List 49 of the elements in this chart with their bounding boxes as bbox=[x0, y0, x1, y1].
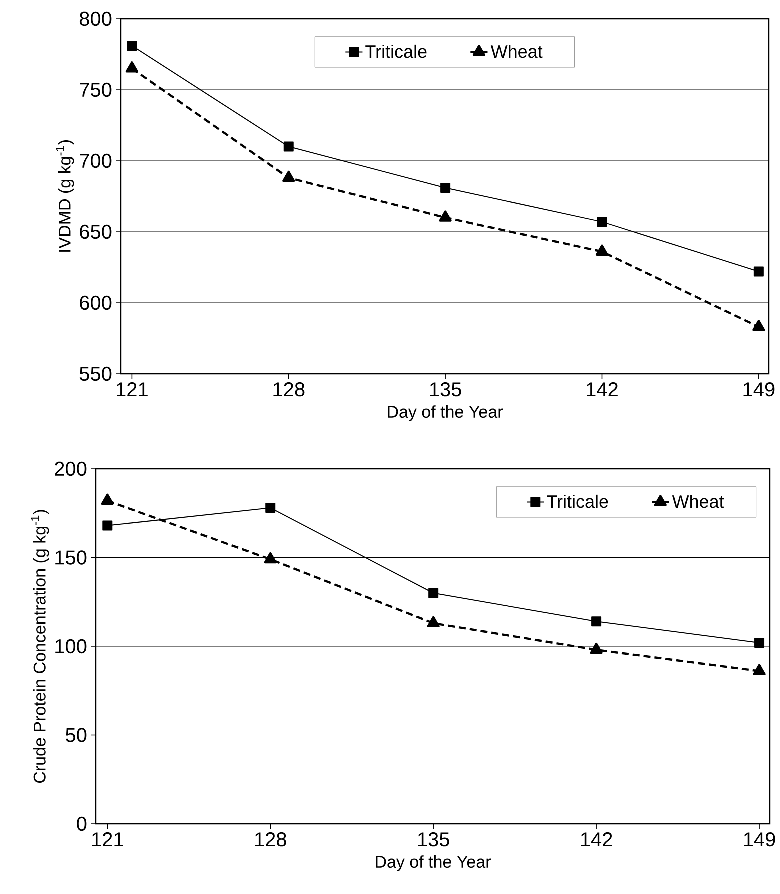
point bbox=[440, 182, 451, 193]
x-axis-title: Day of the Year bbox=[388, 406, 504, 422]
y-tick-label: 600 bbox=[80, 296, 112, 310]
point bbox=[127, 40, 138, 51]
y-tick-label: 800 bbox=[80, 12, 112, 26]
point bbox=[428, 616, 440, 628]
point bbox=[754, 266, 764, 277]
point bbox=[266, 503, 276, 514]
point bbox=[596, 244, 609, 256]
legend-label: Triticale bbox=[366, 44, 427, 58]
point bbox=[102, 520, 113, 531]
x-tick-label: 149 bbox=[744, 382, 775, 397]
x-tick-label: 149 bbox=[744, 832, 776, 847]
point bbox=[439, 210, 452, 222]
y-tick-label: 100 bbox=[56, 639, 87, 654]
point bbox=[752, 320, 766, 332]
y-tick-label: 0 bbox=[77, 816, 87, 832]
legend-label: Wheat bbox=[672, 494, 724, 508]
x-tick-label: 142 bbox=[587, 382, 618, 396]
y-tick-label: 700 bbox=[80, 154, 112, 168]
y-tick-label: 50 bbox=[66, 728, 87, 742]
x-tick-label: 121 bbox=[117, 382, 148, 396]
x-axis-title: Day of the Year bbox=[376, 856, 492, 872]
x-tick-label: 128 bbox=[274, 382, 305, 397]
point bbox=[753, 664, 766, 676]
y-axis-title: IVDMD (g kg$^{-1}$) bbox=[56, 140, 74, 252]
point bbox=[126, 62, 139, 73]
x-tick-label: 121 bbox=[92, 832, 124, 846]
x-tick-label: 135 bbox=[418, 832, 450, 847]
legend-label: Wheat bbox=[491, 44, 543, 58]
y-tick-label: 550 bbox=[80, 366, 112, 382]
x-tick-label: 135 bbox=[430, 382, 462, 397]
y-tick-label: 750 bbox=[80, 82, 112, 98]
x-tick-label: 128 bbox=[256, 832, 287, 847]
x-tick-label: 142 bbox=[582, 832, 612, 846]
point bbox=[284, 142, 294, 152]
point bbox=[264, 552, 278, 564]
point bbox=[590, 642, 604, 654]
point bbox=[597, 217, 608, 228]
point bbox=[282, 170, 296, 182]
y-axis-title: Crude Protein Concentration (g kg$^{-1}$) bbox=[31, 510, 50, 783]
y-tick-label: 200 bbox=[55, 462, 87, 476]
y-tick-label: 650 bbox=[80, 224, 112, 240]
y-tick-label: 150 bbox=[56, 550, 87, 565]
point bbox=[102, 494, 114, 506]
point bbox=[754, 638, 765, 648]
point bbox=[428, 588, 439, 598]
legend-label: Triticale bbox=[547, 494, 608, 508]
point bbox=[592, 616, 602, 627]
